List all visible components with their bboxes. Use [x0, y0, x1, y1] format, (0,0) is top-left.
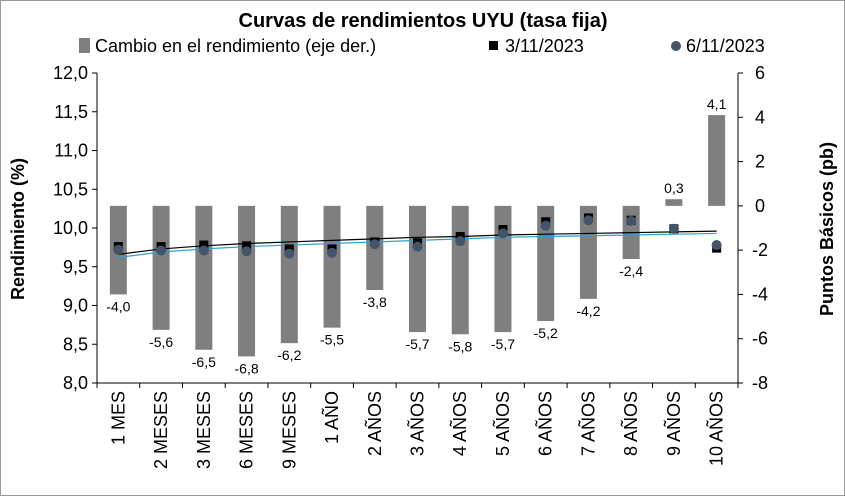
marker-date2 — [540, 220, 551, 231]
y-axis-right-title: Puntos Básicos (pb) — [817, 142, 837, 316]
y-left-tick-label: 12,0 — [53, 63, 88, 83]
x-tick-label: 2 MESES — [151, 391, 171, 469]
marker-date1 — [199, 240, 209, 250]
bar-data-label: -5,2 — [534, 325, 558, 341]
y-axis-left-title: Rendimiento (%) — [8, 158, 28, 300]
bar-change — [238, 205, 256, 357]
marker-date2 — [412, 241, 423, 252]
x-tick-label: 8 AÑOS — [620, 391, 641, 456]
y-left-tick-label: 9,5 — [63, 257, 88, 277]
bar-data-label: -5,5 — [320, 332, 344, 348]
legend-label-change: Cambio en el rendimiento (eje der.) — [95, 36, 376, 56]
bar-data-label: -4,0 — [106, 298, 130, 314]
marker-date2 — [455, 236, 466, 247]
x-tick-label: 7 AÑOS — [577, 391, 598, 456]
marker-date2 — [284, 248, 295, 259]
x-tick-label: 3 AÑOS — [407, 391, 428, 456]
bar-data-label: -6,5 — [192, 354, 216, 370]
x-tick-label: 1 MES — [108, 391, 128, 445]
marker-date2 — [668, 223, 679, 234]
bar-data-label: -5,8 — [448, 338, 472, 354]
bar-data-label: -4,2 — [576, 303, 600, 319]
marker-date2 — [626, 216, 637, 227]
y-right-tick-label: 4 — [755, 107, 765, 127]
x-tick-label: 10 AÑOS — [706, 391, 727, 466]
y-left-tick-label: 8,0 — [63, 373, 88, 393]
bar-data-label: -5,7 — [405, 336, 429, 352]
legend-label-date1: 3/11/2023 — [505, 36, 584, 56]
bar-change — [708, 115, 726, 206]
y-left-tick-label: 10,5 — [53, 179, 88, 199]
x-tick-label: 6 MESES — [237, 391, 257, 469]
bar-change — [152, 205, 170, 330]
x-tick-label: 9 AÑOS — [663, 391, 684, 456]
bar-data-label: -6,8 — [235, 360, 259, 376]
legend: Cambio en el rendimiento (eje der.) 3/11… — [79, 36, 765, 56]
marker-date2 — [241, 246, 252, 257]
legend-label-date2: 6/11/2023 — [686, 36, 765, 56]
x-tick-label: 1 AÑO — [321, 391, 342, 444]
y-right-tick-label: -8 — [752, 373, 768, 393]
bar-change — [579, 205, 597, 299]
bar-data-label: -5,7 — [491, 336, 515, 352]
plot-area: 8,0 8,5 9,0 9,5 10,0 10,5 11,0 11,5 12,0 -8 -6 -4 -2… — [53, 63, 768, 469]
bar-data-label: 0,3 — [664, 180, 684, 196]
marker-date2 — [113, 244, 124, 255]
marker-date1 — [242, 241, 252, 251]
bar-change — [195, 205, 213, 350]
marker-date2 — [327, 247, 338, 258]
y-right-tick-label: 0 — [755, 196, 765, 216]
x-tick-label: 5 AÑOS — [492, 391, 513, 456]
x-tick-label: 9 MESES — [279, 391, 299, 469]
y-right-tick-label: -4 — [752, 284, 768, 304]
marker-date2 — [711, 240, 722, 251]
x-tick-label: 6 AÑOS — [535, 391, 556, 456]
marker-date2 — [583, 215, 594, 226]
y-left-tick-label: 9,0 — [63, 296, 88, 316]
bar-change — [280, 205, 298, 344]
y-right-tick-label: -6 — [752, 329, 768, 349]
bar-change — [451, 205, 469, 335]
legend-bar-swatch — [79, 38, 90, 53]
bar-change — [494, 205, 512, 333]
bar-data-label: -3,8 — [363, 294, 387, 310]
x-tick-label: 2 AÑOS — [364, 391, 385, 456]
x-tick-label: 3 MESES — [194, 391, 214, 469]
legend-square-marker — [489, 41, 498, 50]
chart-title: Curvas de rendimientos UYU (tasa fija) — [239, 10, 608, 32]
y-right-tick-label: 6 — [755, 63, 765, 83]
y-left-tick-label: 11,5 — [54, 102, 88, 122]
marker-date2 — [198, 245, 209, 256]
bar-data-label: 4,1 — [707, 96, 727, 112]
legend-circle-marker — [671, 41, 681, 51]
bar-data-label: -5,6 — [149, 334, 173, 350]
y-left-tick-label: 10,0 — [53, 218, 88, 238]
trendline — [118, 230, 717, 255]
bar-change — [323, 205, 341, 328]
marker-date2 — [497, 228, 508, 239]
bar-change — [409, 205, 426, 333]
marker-date2 — [369, 239, 380, 250]
y-right-tick-label: -2 — [752, 240, 768, 260]
y-left-tick-label: 8,5 — [63, 334, 88, 354]
y-left-tick-label: 11,0 — [54, 141, 88, 161]
bar-change — [665, 199, 683, 206]
marker-date2 — [156, 245, 167, 256]
x-tick-label: 4 AÑOS — [449, 391, 470, 456]
y-right-tick-label: 2 — [755, 152, 765, 172]
bar-data-label: -2,4 — [619, 263, 643, 279]
bar-data-label: -6,2 — [277, 347, 301, 363]
